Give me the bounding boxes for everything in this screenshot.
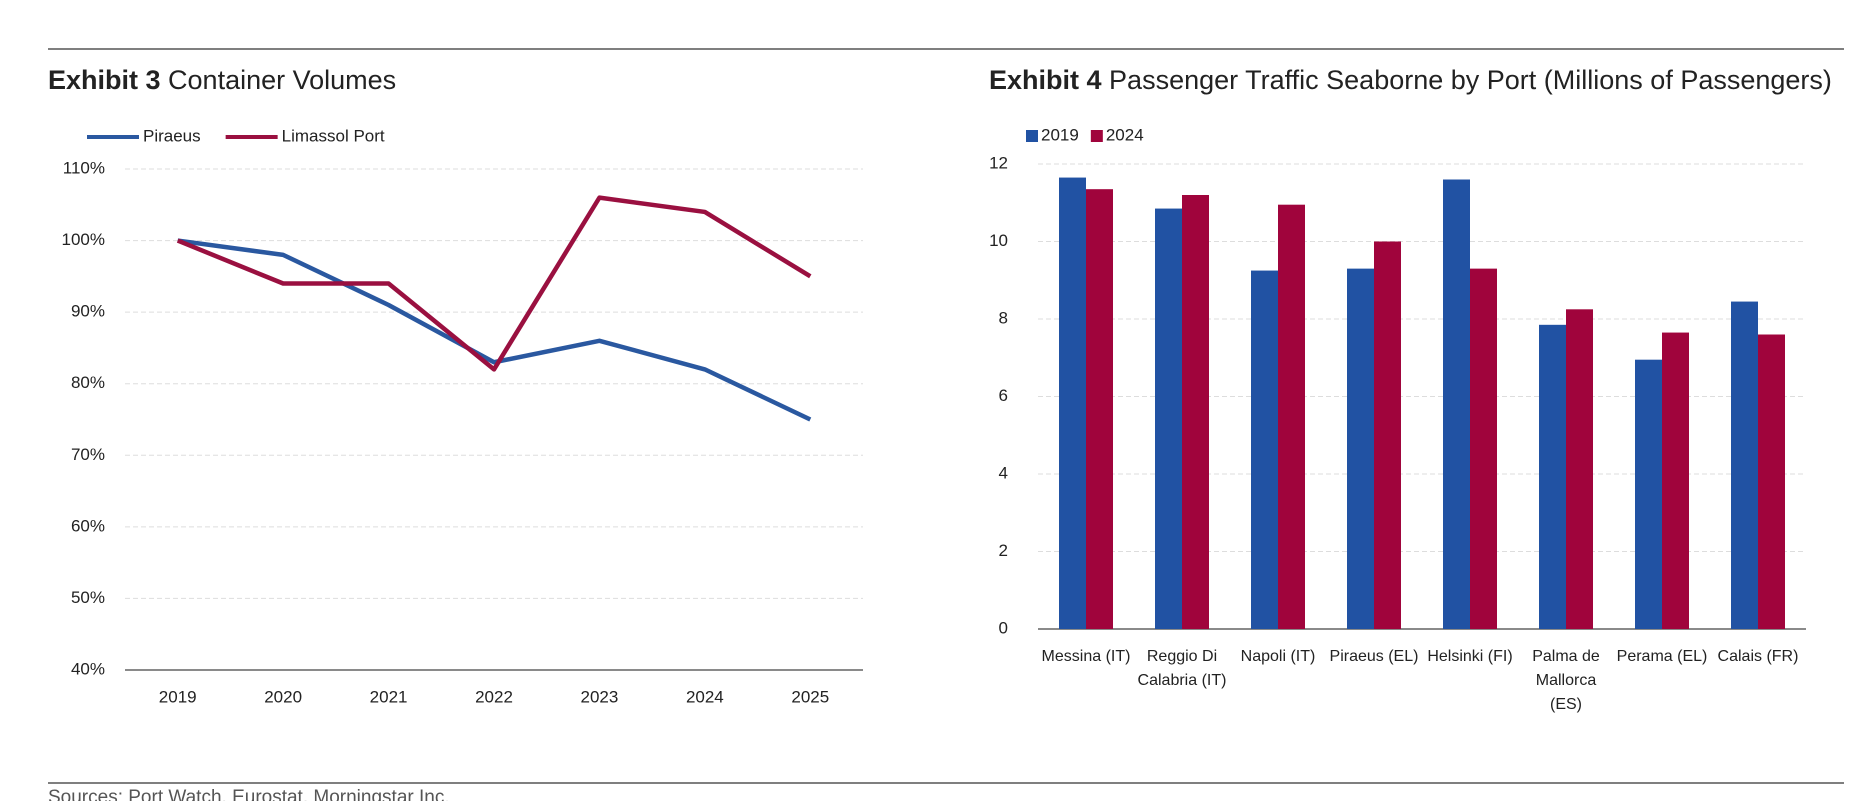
x-tick-label: Calais (FR) xyxy=(1717,648,1799,665)
bar xyxy=(1662,332,1689,629)
x-tick-label: Napoli (IT) xyxy=(1240,648,1316,665)
y-tick-label: 80% xyxy=(71,373,105,392)
legend-label: 2019 xyxy=(1041,125,1079,144)
x-tick-label: 2025 xyxy=(791,687,829,706)
x-tick-label: Reggio Di Calabria (IT) xyxy=(1137,648,1227,689)
bar xyxy=(1470,268,1497,629)
y-tick-label: 60% xyxy=(71,516,105,535)
x-tick-label: Piraeus (EL) xyxy=(1329,648,1419,665)
y-tick-label: 10 xyxy=(989,231,1008,250)
title-text: Passenger Traffic Seaborne by Port (Mill… xyxy=(1109,65,1832,95)
exhibit-label: Exhibit 3 xyxy=(48,65,161,95)
bar xyxy=(1155,208,1182,629)
x-tick-label: Messina (IT) xyxy=(1041,648,1131,665)
legend-label: Limassol Port xyxy=(282,126,385,145)
bar xyxy=(1086,189,1113,629)
bar xyxy=(1251,270,1278,629)
exhibit-label: Exhibit 4 xyxy=(989,65,1102,95)
chart-title: Exhibit 3 Container Volumes xyxy=(48,65,396,95)
bar xyxy=(1758,334,1785,629)
bar xyxy=(1443,179,1470,629)
y-tick-label: 12 xyxy=(989,153,1008,172)
series-line xyxy=(176,195,812,372)
bar xyxy=(1539,324,1566,629)
x-tick-label: 2019 xyxy=(159,687,197,706)
y-tick-label: 40% xyxy=(71,659,105,678)
x-tick-label: Perama (EL) xyxy=(1616,648,1708,665)
y-tick-label: 4 xyxy=(999,463,1008,482)
legend-label: 2024 xyxy=(1106,125,1144,144)
y-tick-label: 6 xyxy=(999,386,1008,405)
source: Sources: Port Watch, Eurostat, Morningst… xyxy=(48,787,450,801)
y-tick-label: 50% xyxy=(71,588,105,607)
bar xyxy=(1635,359,1662,629)
y-tick-label: 110% xyxy=(63,158,105,177)
y-tick-label: 8 xyxy=(999,308,1008,327)
x-tick-label: 2022 xyxy=(475,687,513,706)
chart-title: Exhibit 4 Passenger Traffic Seaborne by … xyxy=(989,65,1832,95)
bar xyxy=(1374,241,1401,629)
x-tick-label: 2024 xyxy=(686,687,724,706)
legend-swatch xyxy=(1026,130,1038,142)
y-tick-label: 0 xyxy=(999,618,1008,637)
bar xyxy=(1731,301,1758,629)
x-tick-label: Palma de Mallorca (ES) xyxy=(1532,648,1600,713)
x-tick-label: 2021 xyxy=(370,687,408,706)
y-tick-label: 100% xyxy=(62,230,105,249)
legend-label: Piraeus xyxy=(143,126,201,145)
legend-swatch xyxy=(1090,130,1103,142)
bar xyxy=(1278,204,1305,629)
bar xyxy=(1347,268,1374,629)
title-text: Container Volumes xyxy=(168,65,396,95)
x-tick-label: 2020 xyxy=(264,687,302,706)
bar xyxy=(1059,177,1086,629)
y-tick-label: 90% xyxy=(71,302,105,321)
y-tick-label: 2 xyxy=(999,541,1008,560)
bar xyxy=(1566,309,1593,629)
bar xyxy=(1182,195,1209,629)
y-tick-label: 70% xyxy=(71,445,105,464)
series-line xyxy=(177,238,812,422)
x-tick-label: 2023 xyxy=(581,687,619,706)
x-tick-label: Helsinki (FI) xyxy=(1427,648,1513,665)
